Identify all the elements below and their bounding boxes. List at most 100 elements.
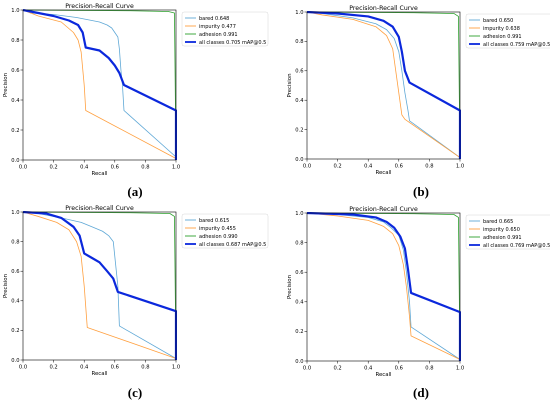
y-tick-label: 1.0 bbox=[11, 8, 19, 14]
series-line-1 bbox=[22, 9, 177, 158]
legend-box bbox=[465, 13, 550, 49]
y-tick-label: 0.0 bbox=[11, 158, 19, 164]
legend-label-1: bared 0.648 bbox=[199, 16, 229, 22]
legend-label-4: all classes 0.687 mAP@0.5 bbox=[199, 242, 266, 248]
legend-label-2: impurity 0.638 bbox=[483, 26, 520, 32]
y-tick-label: 0.6 bbox=[295, 270, 303, 276]
y-tick-label: 0.2 bbox=[11, 328, 19, 334]
y-tick-label: 0.0 bbox=[11, 358, 19, 364]
series-group bbox=[22, 211, 177, 361]
x-tick-label: 0.6 bbox=[395, 164, 403, 170]
chart-legend: bared 0.665 impurity 0.650 adhesion 0.991 a… bbox=[465, 214, 550, 250]
y-axis-label: Precision bbox=[287, 73, 293, 97]
x-tick-label: 0.6 bbox=[111, 365, 119, 371]
y-tick-label: 0.2 bbox=[295, 329, 303, 335]
plot-frame bbox=[22, 211, 177, 361]
chart-legend: bared 0.615 impurity 0.455 adhesion 0.990 a… bbox=[181, 213, 269, 249]
y-tick-label: 0.4 bbox=[295, 300, 304, 306]
y-tick-label: 1.0 bbox=[295, 10, 303, 16]
x-axis-label: Recall bbox=[91, 171, 107, 177]
series-line-4 bbox=[306, 11, 461, 159]
subfigure-caption: (b) bbox=[413, 184, 429, 199]
y-tick-label: 0.8 bbox=[295, 39, 303, 45]
y-tick-label: 0.2 bbox=[11, 128, 19, 134]
legend-label-3: adhesion 0.991 bbox=[483, 235, 522, 241]
x-tick-label: 1.0 bbox=[172, 365, 180, 371]
x-tick-label: 0.0 bbox=[19, 365, 27, 371]
legend-box bbox=[181, 11, 269, 47]
x-tick-label: 0.0 bbox=[303, 164, 311, 170]
legend-label-4: all classes 0.705 mAP@0.5 bbox=[199, 40, 266, 46]
series-line-2 bbox=[306, 11, 461, 158]
y-tick-label: 1.0 bbox=[11, 210, 19, 216]
y-tick-label: 0.8 bbox=[11, 38, 19, 44]
x-tick-label: 0.6 bbox=[111, 165, 119, 171]
legend-label-2: impurity 0.477 bbox=[199, 24, 236, 30]
legend-box bbox=[465, 214, 550, 250]
y-tick-label: 0.4 bbox=[11, 98, 20, 104]
y-tick-label: 0.0 bbox=[295, 157, 303, 163]
y-tick-label: 1.0 bbox=[295, 211, 303, 217]
subfigure-caption: (c) bbox=[128, 385, 142, 400]
legend-label-2: impurity 0.455 bbox=[199, 226, 236, 232]
series-line-3 bbox=[306, 11, 461, 160]
x-axis-label: Recall bbox=[375, 372, 391, 378]
x-tick-label: 0.8 bbox=[425, 366, 433, 372]
series-line-1 bbox=[22, 211, 177, 359]
x-tick-label: 0.4 bbox=[364, 164, 373, 170]
x-tick-label: 0.2 bbox=[49, 165, 57, 171]
x-tick-label: 0.2 bbox=[49, 365, 57, 371]
chart-panel-2: Precision-Recall Curve 0.0 0.2 0.4 0.6 0.8 1.0… bbox=[287, 5, 550, 199]
y-tick-label: 0.4 bbox=[295, 98, 304, 104]
legend-label-1: bared 0.650 bbox=[483, 18, 513, 24]
x-tick-label: 0.4 bbox=[80, 365, 89, 371]
x-tick-label: 0.4 bbox=[364, 366, 373, 372]
chart-legend: bared 0.648 impurity 0.477 adhesion 0.991 a… bbox=[181, 11, 269, 47]
y-tick-label: 0.6 bbox=[11, 269, 19, 275]
y-tick-label: 0.6 bbox=[11, 68, 19, 74]
subfigure-caption: (d) bbox=[413, 385, 429, 400]
x-tick-label: 0.8 bbox=[141, 165, 149, 171]
legend-box bbox=[181, 213, 269, 249]
series-line-1 bbox=[306, 212, 461, 360]
legend-label-2: impurity 0.650 bbox=[483, 227, 520, 233]
x-tick-label: 1.0 bbox=[456, 164, 464, 170]
chart-panel-3: Precision-Recall Curve 0.0 0.2 0.4 0.6 0.8 1.0… bbox=[3, 205, 269, 400]
series-line-3 bbox=[306, 212, 461, 362]
x-tick-label: 0.2 bbox=[333, 366, 341, 372]
series-group bbox=[306, 11, 461, 160]
y-tick-label: 0.8 bbox=[11, 239, 19, 245]
series-line-3 bbox=[22, 9, 177, 161]
y-tick-label: 0.8 bbox=[295, 240, 303, 246]
chart-title: Precision-Recall Curve bbox=[349, 5, 418, 12]
legend-label-4: all classes 0.759 mAP@0.5 bbox=[483, 42, 550, 48]
chart-panel-4: Precision-Recall Curve 0.0 0.2 0.4 0.6 0.8 1.0… bbox=[287, 206, 550, 400]
x-axis-label: Recall bbox=[91, 371, 107, 377]
y-tick-label: 0.4 bbox=[11, 299, 20, 305]
chart-title: Precision-Recall Curve bbox=[349, 206, 418, 213]
series-line-4 bbox=[22, 211, 177, 360]
chart-title: Precision-Recall Curve bbox=[65, 3, 134, 10]
y-tick-label: 0.2 bbox=[295, 127, 303, 133]
y-tick-label: 0.0 bbox=[295, 359, 303, 365]
chart-legend: bared 0.650 impurity 0.638 adhesion 0.991 a… bbox=[465, 13, 550, 49]
chart-panel-1: Precision-Recall Curve 0.0 0.2 0.4 0.6 0.8 1.0… bbox=[3, 3, 269, 199]
x-tick-label: 0.2 bbox=[333, 164, 341, 170]
legend-label-3: adhesion 0.991 bbox=[199, 32, 238, 38]
series-line-2 bbox=[22, 211, 177, 359]
chart-title: Precision-Recall Curve bbox=[65, 205, 134, 212]
series-line-1 bbox=[306, 11, 461, 158]
legend-label-3: adhesion 0.991 bbox=[483, 34, 522, 40]
series-line-2 bbox=[22, 9, 177, 159]
x-tick-label: 0.0 bbox=[303, 366, 311, 372]
x-tick-label: 0.8 bbox=[141, 365, 149, 371]
y-axis-label: Precision bbox=[3, 274, 9, 298]
x-tick-label: 0.6 bbox=[395, 366, 403, 372]
legend-label-3: adhesion 0.990 bbox=[199, 234, 238, 240]
series-line-3 bbox=[22, 211, 177, 361]
x-axis-label: Recall bbox=[375, 170, 391, 176]
y-axis-label: Precision bbox=[287, 275, 293, 299]
legend-label-1: bared 0.615 bbox=[199, 218, 229, 224]
series-line-4 bbox=[22, 9, 177, 160]
